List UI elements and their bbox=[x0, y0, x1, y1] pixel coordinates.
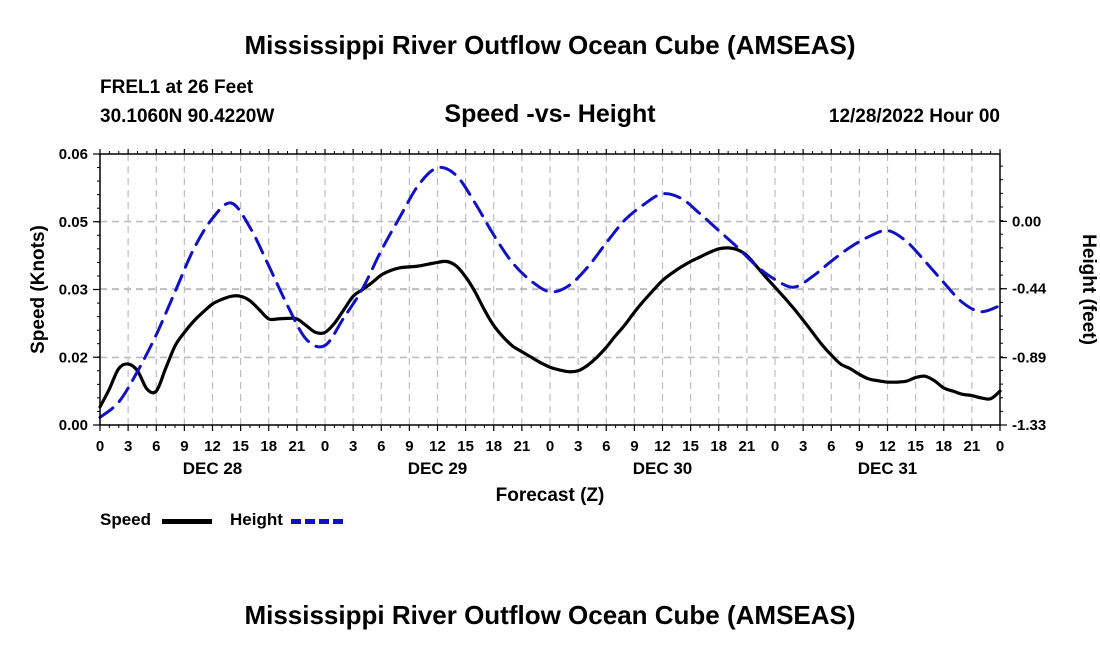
x-tick-label: 12 bbox=[429, 438, 446, 455]
legend-height-line bbox=[291, 519, 343, 524]
legend-speed-line bbox=[162, 519, 212, 524]
x-tick-label: 6 bbox=[827, 438, 835, 455]
y-axis-label: Speed (Knots) bbox=[28, 225, 49, 354]
series-line-height bbox=[98, 165, 1002, 419]
y2-tick-label: -0.89 bbox=[1012, 350, 1046, 367]
x-tick-label: 12 bbox=[879, 438, 896, 455]
x-tick-label: 0 bbox=[996, 438, 1004, 455]
day-label: DEC 28 bbox=[183, 459, 243, 478]
x-tick-label: 9 bbox=[180, 438, 188, 455]
y-tick-label: 0.03 bbox=[59, 282, 88, 299]
x-tick-label: 3 bbox=[574, 438, 582, 455]
x-tick-label: 3 bbox=[124, 438, 132, 455]
station-label: FREL1 at 26 Feet bbox=[100, 77, 254, 98]
day-label: DEC 29 bbox=[408, 459, 468, 478]
x-tick-label: 21 bbox=[289, 438, 306, 455]
x-tick-label: 0 bbox=[321, 438, 329, 455]
timestamp-label: 12/28/2022 Hour 00 bbox=[828, 106, 1000, 127]
x-tick-label: 12 bbox=[204, 438, 221, 455]
x-tick-label: 3 bbox=[349, 438, 357, 455]
day-label: DEC 30 bbox=[633, 459, 693, 478]
x-tick-label: 9 bbox=[405, 438, 413, 455]
x-tick-label: 6 bbox=[377, 438, 385, 455]
chart-subtitle: Speed -vs- Height bbox=[444, 100, 656, 128]
x-tick-label: 9 bbox=[855, 438, 863, 455]
x-tick-label: 18 bbox=[935, 438, 952, 455]
x-tick-label: 9 bbox=[630, 438, 638, 455]
x-tick-label: 21 bbox=[514, 438, 531, 455]
chart-grid bbox=[100, 154, 1000, 425]
day-label: DEC 31 bbox=[858, 459, 918, 478]
x-tick-label: 0 bbox=[96, 438, 104, 455]
chart-series bbox=[98, 165, 1002, 419]
y2-tick-label: -1.33 bbox=[1012, 417, 1046, 434]
x-tick-label: 6 bbox=[152, 438, 160, 455]
x-tick-label: 15 bbox=[682, 438, 699, 455]
x-axis-label: Forecast (Z) bbox=[496, 485, 605, 506]
x-tick-label: 15 bbox=[457, 438, 474, 455]
legend-height-label: Height bbox=[230, 510, 283, 529]
y2-tick-label: 0.00 bbox=[1012, 213, 1041, 230]
legend-speed-label: Speed bbox=[100, 510, 152, 529]
y-tick-label: 0.02 bbox=[59, 349, 88, 366]
x-tick-label: 0 bbox=[771, 438, 779, 455]
x-tick-label: 3 bbox=[799, 438, 807, 455]
speed-height-chart: 0 3 6 9 12 15 18 21 0 3 6 9 12 15 18 21 0 3 6 9 12 15 18 21 0 3 6 9… bbox=[28, 146, 1099, 506]
x-tick-label: 18 bbox=[710, 438, 727, 455]
x-tick-label: 18 bbox=[260, 438, 277, 455]
series-line-speed bbox=[98, 246, 1002, 409]
x-tick-label: 18 bbox=[485, 438, 502, 455]
x-tick-label: 0 bbox=[546, 438, 554, 455]
y-tick-label: 0.06 bbox=[59, 146, 88, 163]
y2-axis-label: Height (feet) bbox=[1078, 234, 1099, 345]
y-tick-label: 0.00 bbox=[59, 417, 88, 434]
x-tick-label: 12 bbox=[654, 438, 671, 455]
y-tick-label: 0.05 bbox=[59, 214, 88, 231]
coordinates-label: 30.1060N 90.4220W bbox=[100, 106, 275, 127]
main-title: Mississippi River Outflow Ocean Cube (AM… bbox=[244, 30, 856, 60]
x-tick-label: 21 bbox=[964, 438, 981, 455]
y2-tick-label: -0.44 bbox=[1012, 281, 1047, 298]
x-tick-label: 15 bbox=[232, 438, 249, 455]
x-tick-label: 6 bbox=[602, 438, 610, 455]
chart-axes: 0 3 6 9 12 15 18 21 0 3 6 9 12 15 18 21 0 3 6 9 12 15 18 21 0 3 6 9… bbox=[59, 146, 1047, 478]
footer-title: Mississippi River Outflow Ocean Cube (AM… bbox=[244, 600, 856, 630]
x-tick-label: 21 bbox=[739, 438, 756, 455]
x-tick-label: 15 bbox=[907, 438, 924, 455]
